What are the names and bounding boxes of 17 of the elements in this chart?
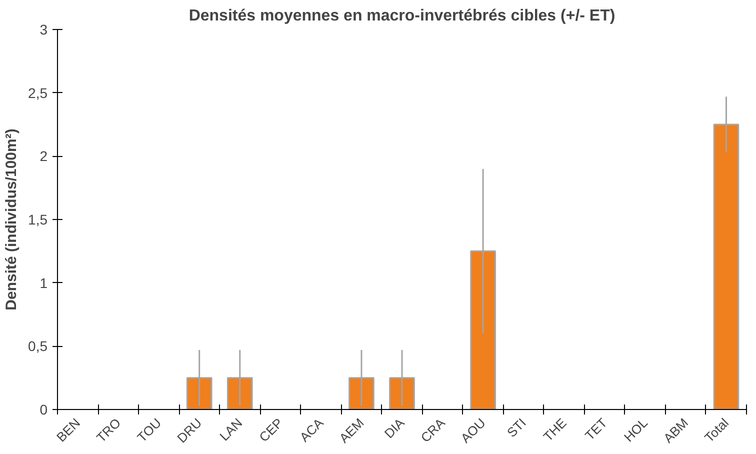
y-tick-label: 0,5 [28,338,48,354]
y-tick-label: 1 [40,274,48,291]
x-tick-label: CRA [418,414,448,446]
y-tick-label: 2,5 [28,84,48,101]
y-axis-title: Densité (individus/100m²) [3,128,20,310]
x-tick-label: HOL [620,415,650,445]
y-tick-label: 3 [40,22,48,38]
y-tick-label: 0 [40,402,48,418]
x-tick-label: DIA [381,414,408,442]
x-tick-label: THE [540,414,570,444]
x-tick-label: TET [582,415,610,444]
x-tick-label: CEP [256,415,286,445]
x-tick-label: STI [504,415,529,440]
x-tick-label: TRO [94,415,124,446]
y-tick-label: 1,5 [28,212,48,228]
chart-title: Densités moyennes en macro-invertébrés cibles (+/- ET) [188,8,616,24]
y-tick-label: 2 [40,148,48,164]
